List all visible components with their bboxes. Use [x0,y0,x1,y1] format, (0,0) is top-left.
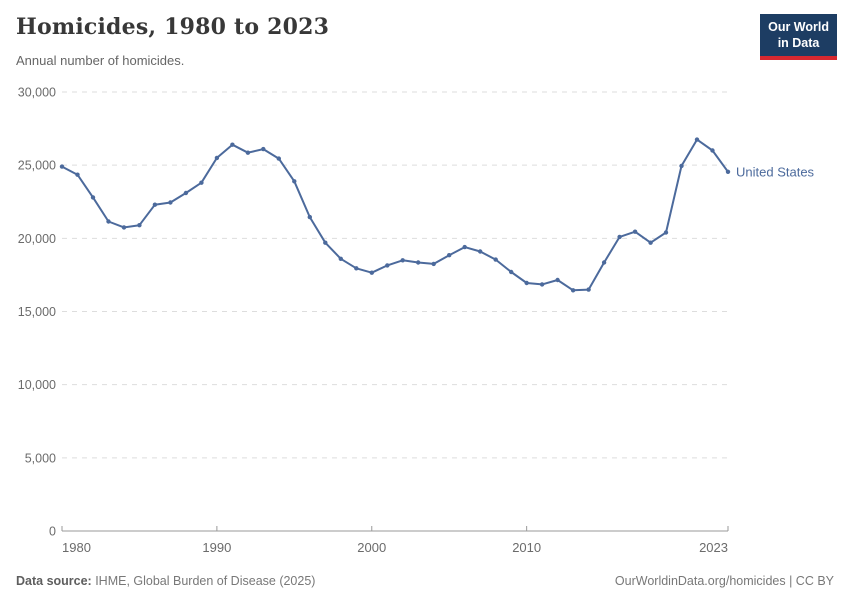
data-source-text: IHME, Global Burden of Disease (2025) [91,574,316,588]
data-source-label: Data source: [16,574,92,588]
data-point-marker[interactable] [59,164,65,169]
data-point-marker[interactable] [276,156,281,161]
x-axis-tick-label: 2010 [512,540,541,555]
data-point-marker[interactable] [710,148,715,153]
data-point-marker[interactable] [570,288,576,293]
y-axis-tick-label: 5,000 [25,451,56,465]
data-point-marker[interactable] [168,200,173,205]
data-point-marker[interactable] [338,256,343,261]
data-point-marker[interactable] [307,214,312,220]
chart-title: Homicides, 1980 to 2023 [16,14,330,40]
y-axis-tick-label: 20,000 [18,232,56,246]
chart-footer: Data source: IHME, Global Burden of Dise… [16,574,834,588]
data-point-marker[interactable] [292,179,297,184]
data-point-marker[interactable] [632,229,638,234]
y-axis-tick-label: 10,000 [18,378,56,392]
data-point-marker[interactable] [199,180,204,185]
data-point-marker[interactable] [261,146,266,152]
data-point-marker[interactable] [106,219,111,224]
data-point-marker[interactable] [230,142,235,147]
data-point-marker[interactable] [183,190,189,196]
data-point-marker[interactable] [447,253,452,258]
chart-subtitle: Annual number of homicides. [16,53,185,68]
data-point-marker[interactable] [679,163,684,169]
data-point-marker[interactable] [431,261,436,267]
data-point-marker[interactable] [601,260,607,265]
data-point-marker[interactable] [478,249,483,254]
data-point-marker[interactable] [648,240,653,245]
series-line-united-states[interactable] [61,138,729,292]
data-point-marker[interactable] [323,240,328,245]
x-axis-tick-label: 1980 [62,540,91,555]
data-point-marker[interactable] [539,282,545,287]
data-point-marker[interactable] [617,234,622,240]
owid-logo-line2: in Data [777,36,820,51]
data-point-marker[interactable] [75,172,80,177]
owid-logo-line1: Our World [768,20,829,34]
data-source-note: Data source: IHME, Global Burden of Dise… [16,574,315,588]
data-point-marker[interactable] [137,223,142,228]
data-point-marker[interactable] [245,150,251,155]
y-axis-tick-label: 25,000 [18,159,56,173]
data-point-marker[interactable] [694,137,700,142]
y-axis-tick-label: 30,000 [18,86,56,100]
data-point-marker[interactable] [725,169,731,174]
data-point-marker[interactable] [586,287,591,292]
data-point-marker[interactable] [385,263,390,268]
data-point-marker[interactable] [493,257,498,262]
data-point-marker[interactable] [400,258,405,263]
data-point-marker[interactable] [121,225,127,230]
x-axis-tick-label: 2023 [699,540,728,555]
data-point-marker[interactable] [555,277,560,283]
x-axis-tick-label: 2000 [357,540,386,555]
data-point-marker[interactable] [663,230,669,235]
data-point-marker[interactable] [152,202,158,207]
data-point-marker[interactable] [90,195,96,200]
data-point-marker[interactable] [354,266,359,271]
line-chart-plot-area: 0 5,000 10,000 15,000 20,000 25,000 30,000 1980… [18,86,815,556]
data-point-marker[interactable] [369,270,374,275]
data-point-marker[interactable] [509,269,514,275]
data-point-marker[interactable] [416,260,421,265]
credit-link[interactable]: OurWorldinData.org/homicides | CC BY [614,574,834,588]
owid-logo[interactable]: Our World in Data [760,14,837,60]
series-end-label-united-states[interactable]: United States [736,164,815,179]
x-axis-tick-label: 1990 [202,540,231,555]
data-point-marker[interactable] [524,280,529,286]
data-point-marker[interactable] [462,244,467,250]
data-point-marker[interactable] [214,155,220,161]
y-axis-tick-label: 15,000 [18,305,56,319]
y-axis-tick-label: 0 [49,525,56,539]
